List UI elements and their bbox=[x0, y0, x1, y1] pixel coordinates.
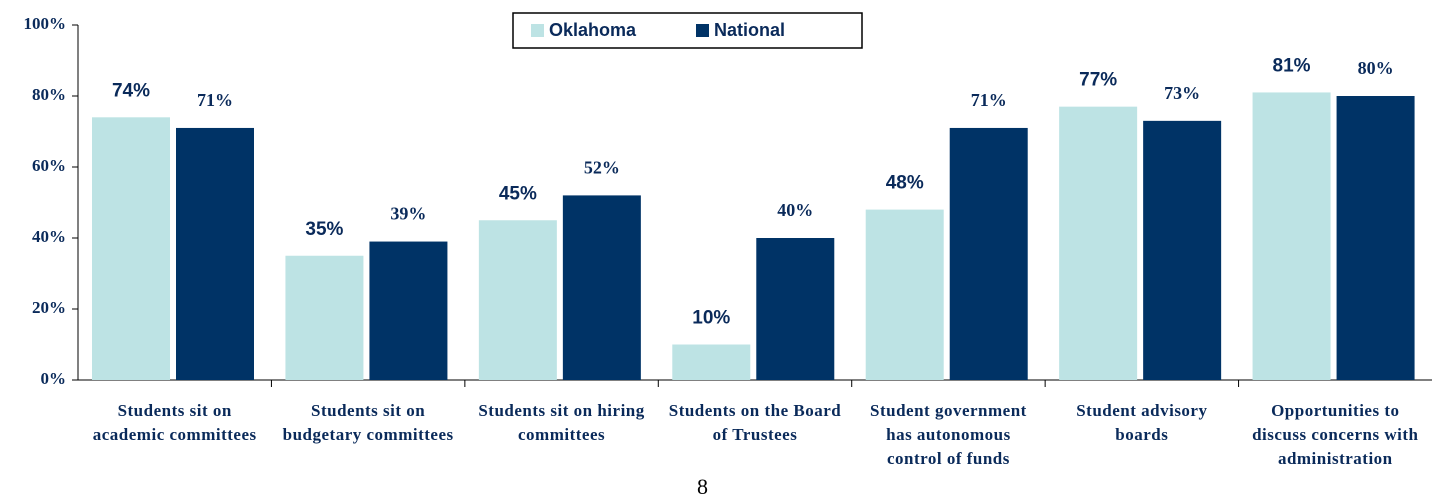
value-label: 48% bbox=[886, 173, 924, 194]
bar bbox=[1143, 120, 1222, 380]
y-tick-label: 20% bbox=[32, 298, 66, 317]
legend-label: National bbox=[714, 20, 785, 40]
value-label: 71% bbox=[971, 90, 1007, 110]
bar bbox=[562, 195, 641, 380]
x-tick-label: Students sit on hiring committees bbox=[478, 401, 645, 444]
value-label: 45% bbox=[499, 183, 537, 204]
bar bbox=[176, 127, 254, 380]
legend-label: Oklahoma bbox=[549, 20, 637, 40]
x-tick-label: Students on the Board of Trustees bbox=[668, 401, 842, 444]
value-label: 40% bbox=[777, 200, 813, 220]
bar bbox=[949, 127, 1028, 380]
value-label: 80% bbox=[1358, 58, 1394, 78]
bar bbox=[1336, 96, 1415, 380]
y-tick-label: 80% bbox=[32, 85, 66, 104]
bar bbox=[1252, 92, 1331, 380]
y-tick-label: 100% bbox=[24, 14, 67, 33]
value-label: 71% bbox=[197, 90, 233, 110]
page-number: 8 bbox=[697, 474, 708, 499]
bar bbox=[92, 117, 170, 381]
x-tick-label: Student advisory boards bbox=[1076, 401, 1208, 444]
bar bbox=[369, 241, 448, 380]
bar bbox=[285, 255, 364, 380]
value-label: 35% bbox=[305, 219, 343, 240]
legend-swatch bbox=[696, 24, 709, 37]
bar bbox=[756, 238, 835, 380]
legend-swatch bbox=[531, 24, 544, 37]
value-label: 73% bbox=[1164, 83, 1200, 103]
value-label: 52% bbox=[584, 158, 620, 178]
x-tick-label: Students sit on budgetary committees bbox=[282, 401, 454, 444]
y-tick-label: 60% bbox=[32, 156, 66, 175]
value-label: 74% bbox=[112, 80, 150, 101]
bar bbox=[865, 209, 944, 380]
y-tick-label: 0% bbox=[41, 369, 67, 388]
value-label: 81% bbox=[1273, 55, 1311, 76]
bar bbox=[478, 220, 557, 380]
value-label: 10% bbox=[692, 308, 730, 329]
x-tick-label: Opportunities to discuss concerns with a… bbox=[1252, 401, 1419, 468]
value-label: 77% bbox=[1079, 70, 1117, 91]
x-tick-label: Students sit on academic committees bbox=[92, 401, 257, 444]
bar bbox=[672, 344, 751, 380]
x-tick-label: Student government has autonomous contro… bbox=[870, 401, 1027, 468]
bar bbox=[1059, 106, 1138, 381]
y-tick-label: 40% bbox=[32, 227, 66, 246]
value-label: 39% bbox=[390, 204, 426, 224]
legend-box bbox=[512, 12, 863, 49]
